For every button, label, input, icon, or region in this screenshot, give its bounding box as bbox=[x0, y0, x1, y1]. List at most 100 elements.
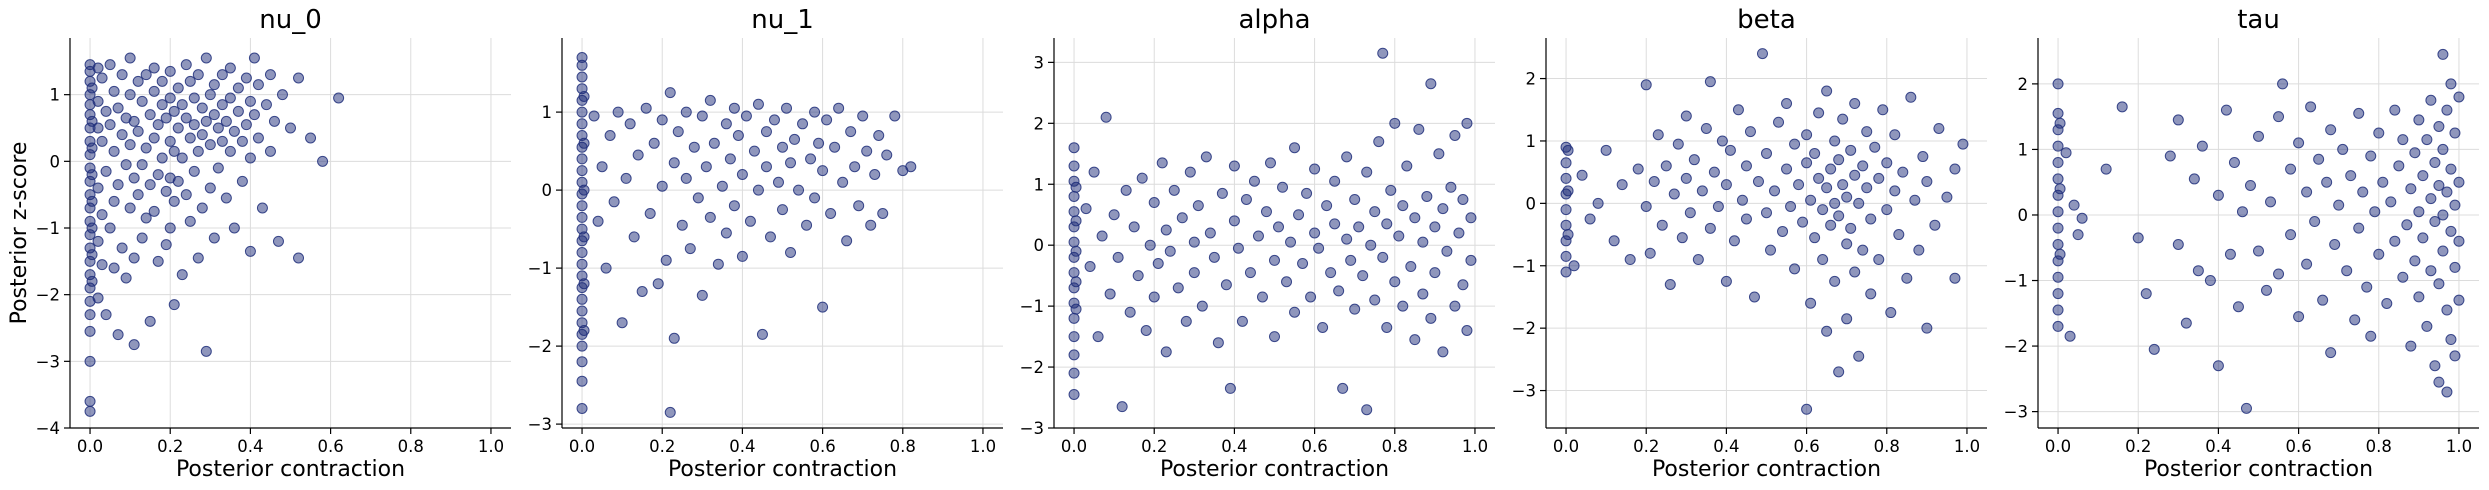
data-point bbox=[220, 192, 232, 204]
data-point bbox=[160, 112, 172, 124]
data-point bbox=[600, 262, 612, 274]
data-point bbox=[2421, 320, 2433, 332]
data-point bbox=[1381, 321, 1393, 333]
data-point bbox=[1409, 334, 1421, 346]
data-point bbox=[2277, 78, 2289, 90]
data-point bbox=[1849, 169, 1861, 181]
data-point bbox=[1285, 236, 1297, 248]
data-point bbox=[1708, 166, 1720, 178]
data-point bbox=[1329, 218, 1341, 230]
data-point bbox=[2313, 153, 2325, 165]
data-point bbox=[1236, 315, 1248, 327]
data-point bbox=[1293, 209, 1305, 221]
data-point bbox=[96, 135, 108, 147]
data-point bbox=[1700, 122, 1712, 134]
data-point bbox=[1740, 160, 1752, 172]
y-tick-label: 1 bbox=[1034, 175, 1045, 194]
data-point bbox=[1817, 204, 1829, 216]
data-point bbox=[2052, 140, 2064, 152]
data-point bbox=[2305, 101, 2317, 113]
data-point bbox=[1905, 91, 1917, 103]
data-point bbox=[1301, 187, 1313, 199]
data-point bbox=[608, 196, 620, 208]
data-point bbox=[1640, 79, 1652, 91]
data-point bbox=[1837, 179, 1849, 191]
data-point bbox=[1068, 367, 1080, 379]
y-tick-label: 1 bbox=[2018, 140, 2029, 159]
data-point bbox=[2441, 304, 2453, 316]
data-point bbox=[578, 231, 590, 243]
data-point bbox=[200, 345, 212, 357]
data-point bbox=[1425, 78, 1437, 90]
data-point bbox=[1704, 222, 1716, 234]
y-tick-label: 0 bbox=[542, 181, 553, 200]
data-point bbox=[1624, 254, 1636, 266]
data-point bbox=[781, 102, 793, 114]
data-point bbox=[1429, 221, 1441, 233]
data-point bbox=[1104, 288, 1116, 300]
data-point bbox=[1120, 184, 1132, 196]
data-point bbox=[1389, 117, 1401, 129]
data-point bbox=[1224, 382, 1236, 394]
data-point bbox=[1349, 303, 1361, 315]
data-point bbox=[124, 52, 136, 64]
data-point bbox=[596, 161, 608, 173]
data-point bbox=[1857, 244, 1869, 256]
data-point bbox=[2192, 265, 2204, 277]
data-point bbox=[1070, 276, 1082, 288]
data-point bbox=[2265, 196, 2277, 208]
data-point bbox=[200, 52, 212, 64]
data-point bbox=[1417, 236, 1429, 248]
data-point bbox=[2064, 330, 2076, 342]
data-point bbox=[2054, 248, 2066, 260]
data-point bbox=[1885, 307, 1897, 319]
data-point bbox=[272, 235, 284, 247]
data-point bbox=[180, 112, 192, 124]
y-tick-label: 1 bbox=[50, 86, 61, 105]
data-point bbox=[248, 52, 260, 64]
data-point bbox=[2453, 91, 2465, 103]
data-point bbox=[1562, 144, 1574, 156]
data-point bbox=[136, 159, 148, 171]
data-point bbox=[664, 87, 676, 99]
data-point bbox=[668, 332, 680, 344]
data-point bbox=[86, 169, 98, 181]
data-point bbox=[708, 137, 720, 149]
data-point bbox=[2429, 216, 2441, 228]
data-point bbox=[1465, 212, 1477, 224]
data-point bbox=[704, 211, 716, 223]
data-point bbox=[148, 85, 160, 97]
data-point bbox=[1164, 245, 1176, 257]
x-tick-label: 0.0 bbox=[2045, 437, 2071, 456]
x-tick-label: 0.0 bbox=[569, 437, 595, 456]
data-point bbox=[1744, 126, 1756, 138]
data-point bbox=[716, 180, 728, 192]
data-point bbox=[1409, 212, 1421, 224]
data-point bbox=[1813, 107, 1825, 119]
x-tick-label: 0.8 bbox=[1874, 437, 1900, 456]
data-point bbox=[100, 309, 112, 321]
data-point bbox=[2301, 186, 2313, 198]
data-point bbox=[2445, 334, 2457, 346]
data-point bbox=[696, 110, 708, 122]
data-point bbox=[801, 219, 813, 231]
data-point bbox=[200, 115, 212, 127]
data-point bbox=[1821, 85, 1833, 97]
x-tick-label: 0.0 bbox=[1553, 437, 1579, 456]
data-point bbox=[140, 212, 152, 224]
data-point bbox=[2052, 173, 2064, 185]
data-point bbox=[196, 102, 208, 114]
data-point bbox=[1381, 218, 1393, 230]
data-point bbox=[2076, 212, 2088, 224]
data-point bbox=[1433, 148, 1445, 160]
data-point bbox=[1333, 285, 1345, 297]
data-point bbox=[720, 227, 732, 239]
data-point bbox=[164, 222, 176, 234]
data-point bbox=[2052, 157, 2064, 169]
data-point bbox=[164, 65, 176, 77]
data-point bbox=[1921, 176, 1933, 188]
data-point bbox=[196, 129, 208, 141]
x-tick-label: 0.2 bbox=[2125, 437, 2151, 456]
data-point bbox=[2052, 320, 2064, 332]
data-point bbox=[172, 82, 184, 94]
